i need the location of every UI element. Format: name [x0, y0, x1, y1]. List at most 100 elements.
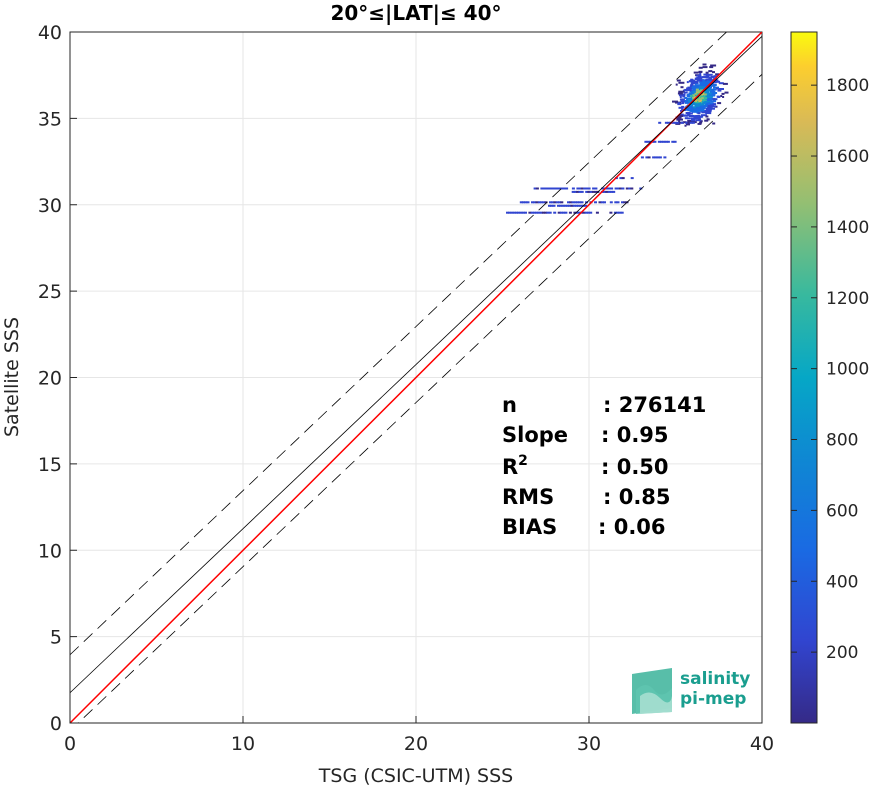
density-cell — [717, 89, 722, 92]
density-cell — [702, 63, 707, 66]
y-tick-label: 0 — [50, 713, 62, 735]
statistics-box: n: 276141 Slope: 0.95 R2: 0.50 RMS: 0.85 BIA… — [502, 393, 706, 539]
density-cell — [678, 115, 684, 117]
density-cell — [699, 121, 703, 124]
x-tick-label: 10 — [231, 733, 255, 755]
colorbar-tick-label: 1800 — [826, 76, 869, 96]
one-to-one-line — [70, 32, 762, 723]
density-cell — [537, 211, 541, 214]
density-cell — [530, 211, 534, 214]
density-cell — [546, 211, 550, 214]
density-cell — [682, 89, 685, 92]
x-tick-label: 0 — [64, 733, 76, 755]
density-cell — [689, 115, 694, 117]
density-cell — [710, 107, 715, 110]
density-cell — [584, 211, 588, 214]
density-cell — [686, 123, 690, 126]
density-cell — [706, 99, 712, 101]
density-peak-cell — [695, 90, 699, 93]
density-cell — [557, 211, 561, 214]
y-tick-label: 5 — [50, 627, 62, 649]
density-cell — [575, 204, 578, 207]
stat-value: : 0.85 — [603, 485, 671, 509]
density-cell — [544, 201, 548, 204]
density-cell — [575, 211, 579, 214]
density-cell — [544, 187, 548, 190]
density-cell — [686, 88, 692, 91]
density-cell — [686, 87, 693, 90]
x-axis-ticks: 0 10 20 30 40 — [64, 716, 774, 755]
stat-value: : 0.50 — [601, 455, 669, 479]
density-cell — [724, 91, 729, 94]
density-cell — [541, 211, 545, 214]
density-cell — [569, 201, 573, 204]
density-cell — [587, 190, 591, 193]
density-cell — [710, 75, 715, 78]
density-cell — [697, 88, 703, 91]
density-cell — [621, 201, 624, 204]
density-cell — [547, 187, 551, 190]
density-cell — [681, 102, 685, 105]
x-tick-label: 40 — [750, 733, 774, 755]
density-cell — [692, 88, 696, 91]
density-cell — [705, 110, 712, 113]
density-cell — [522, 201, 525, 204]
colorbar-tick-label: 1600 — [826, 147, 869, 167]
density-cell — [564, 211, 568, 214]
density-cell — [550, 204, 554, 207]
density-cell — [690, 107, 695, 110]
density-cell — [533, 201, 537, 204]
density-cell — [711, 92, 715, 95]
density-cell — [660, 140, 664, 143]
y-tick-label: 10 — [38, 540, 62, 562]
y-tick-label: 25 — [38, 281, 62, 303]
density-cell — [684, 114, 691, 117]
density-cell — [582, 211, 586, 214]
density-cell — [559, 204, 563, 207]
density-cell — [705, 112, 712, 115]
density-cell — [578, 201, 582, 204]
density-cell — [519, 211, 523, 214]
density-cell — [716, 87, 719, 90]
density-cell — [667, 121, 671, 124]
density-cell — [544, 211, 548, 214]
density-cell — [540, 187, 544, 190]
density-cell — [560, 187, 564, 190]
density-cell — [689, 121, 693, 124]
density-cell — [528, 211, 532, 214]
y-tick-label: 40 — [38, 22, 62, 44]
density-peak-cell — [698, 100, 702, 103]
density-cell — [716, 80, 721, 83]
density-cell — [548, 204, 551, 207]
stat-label: R2 — [502, 453, 528, 479]
stat-value: : 276141 — [603, 393, 706, 417]
chart-title: 20°≤|LAT|≤ 40° — [330, 1, 501, 25]
density-cell — [717, 96, 721, 98]
density-cell — [600, 201, 604, 204]
density-cell — [698, 66, 703, 69]
density-cell — [644, 140, 648, 143]
colorbar — [790, 31, 818, 724]
density-cell — [700, 106, 704, 109]
density-cell — [560, 201, 564, 204]
density-cell — [557, 204, 560, 207]
density-cell — [702, 66, 708, 69]
density-cell — [570, 204, 574, 207]
density-cell — [710, 88, 717, 91]
density-cell — [677, 103, 682, 106]
density-cell — [673, 121, 677, 124]
density-cell — [580, 190, 584, 193]
density-cell — [506, 211, 509, 214]
density-cell — [695, 103, 702, 106]
density-cell — [678, 120, 681, 123]
density-cell — [553, 211, 557, 214]
density-cell — [605, 190, 609, 193]
density-cell — [694, 101, 700, 104]
colorbar-ticks: 200 400 600 800 1000 1200 1400 1600 1800 — [791, 76, 869, 663]
density-cell — [675, 116, 682, 119]
density-cell — [562, 187, 566, 190]
density-cell — [601, 187, 605, 190]
y-axis-ticks: 0 5 10 15 20 25 30 35 40 — [38, 22, 77, 735]
density-cell — [589, 211, 593, 214]
fit-plus-2-std-line — [70, 32, 728, 656]
